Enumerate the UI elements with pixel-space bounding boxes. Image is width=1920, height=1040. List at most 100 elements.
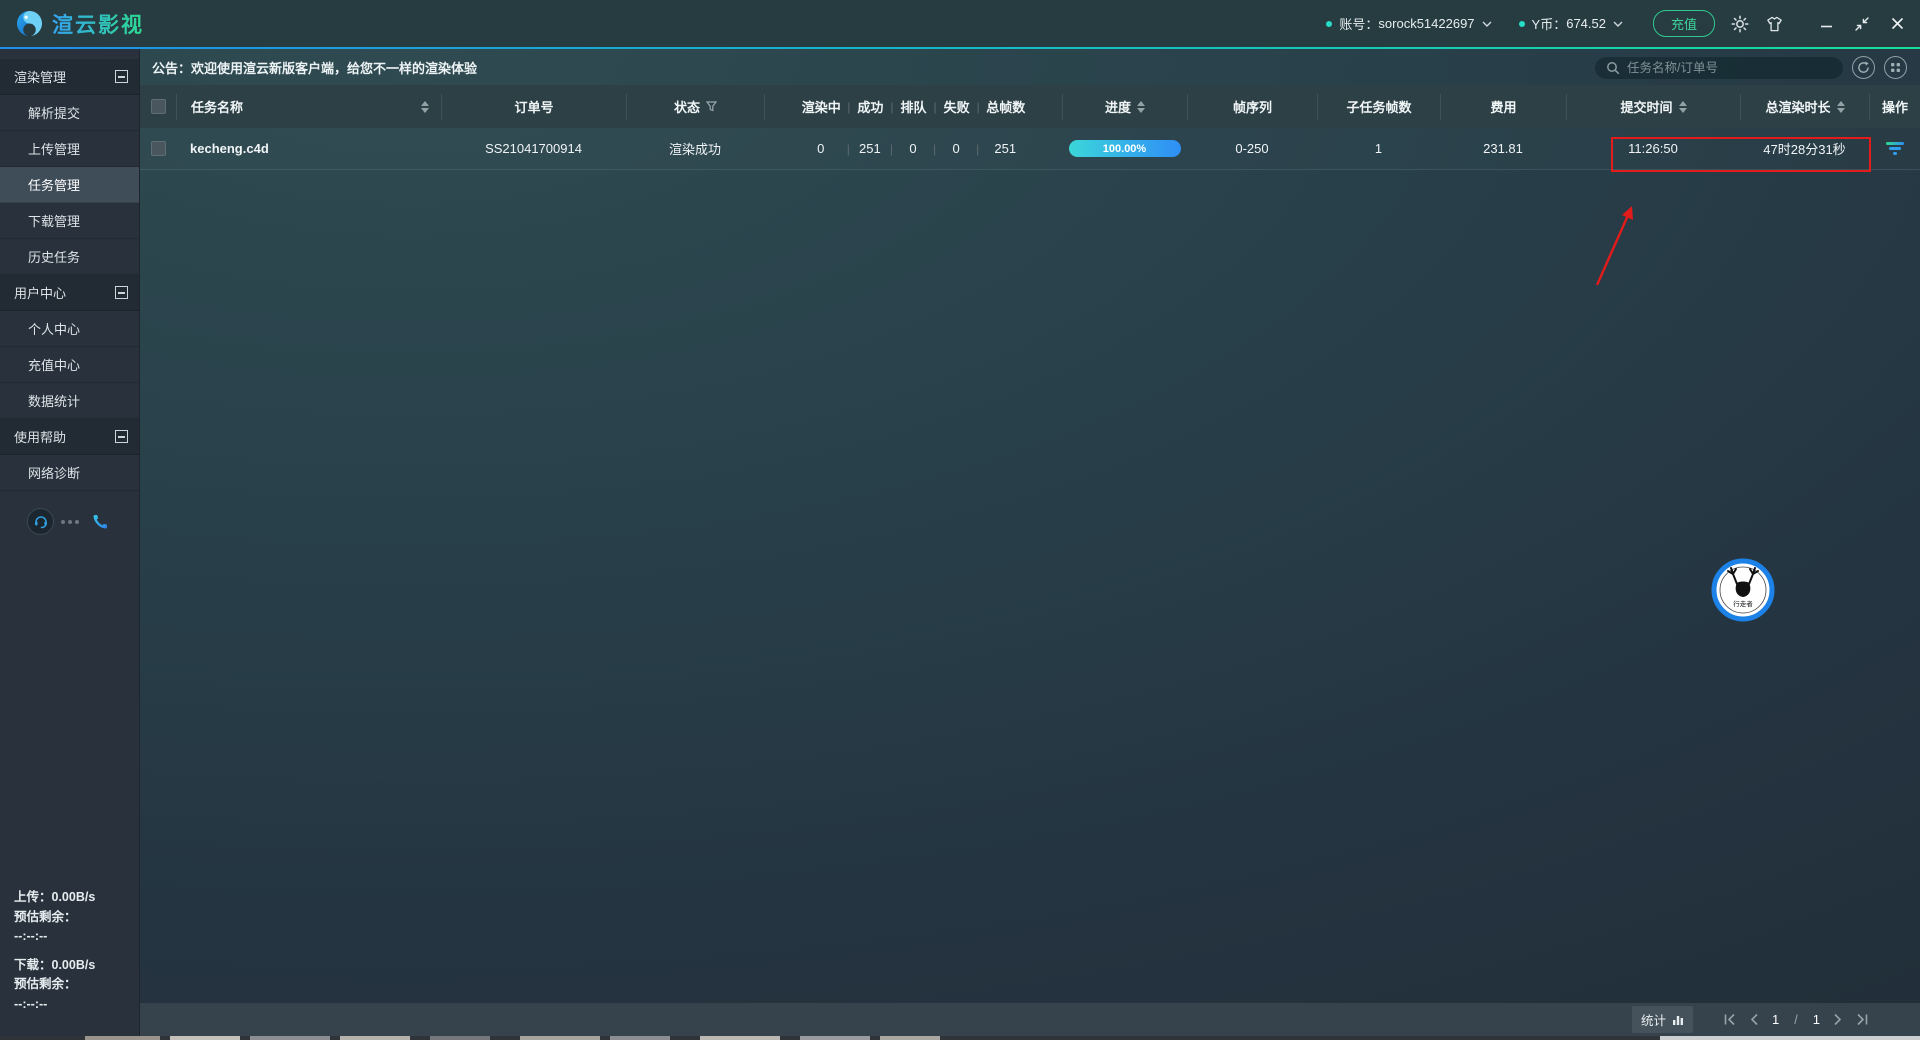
- table-row[interactable]: kecheng.c4d SS21041700914 渲染成功 0 | 251 | 0…: [140, 128, 1920, 170]
- header-status[interactable]: 状态: [626, 93, 764, 120]
- search-input[interactable]: [1627, 60, 1832, 75]
- header-frame-counts: 渲染中 | 成功 | 排队 | 失败 | 总帧数: [764, 93, 1062, 120]
- header-progress[interactable]: 进度: [1062, 93, 1187, 120]
- ycoin-status-dot: [1518, 20, 1525, 27]
- header-label: 渲染中: [801, 100, 841, 115]
- order-no: SS21041700914: [485, 141, 582, 156]
- header-order-no[interactable]: 订单号: [441, 93, 626, 120]
- account-label: 账号：: [1339, 17, 1379, 32]
- sidebar-item-data-stats[interactable]: 数据统计: [0, 383, 139, 419]
- chevron-down-icon: [1482, 21, 1492, 27]
- header-label: 总渲染时长: [1765, 100, 1831, 115]
- header-label: 进度: [1104, 100, 1131, 115]
- sort-icon[interactable]: [421, 100, 429, 113]
- collapse-icon[interactable]: [115, 286, 128, 299]
- gear-icon[interactable]: [1731, 14, 1749, 33]
- header-submit-time[interactable]: 提交时间: [1566, 93, 1740, 120]
- footer-bar: 统计 1 / 1: [140, 1003, 1920, 1036]
- stats-label: 统计: [1641, 1014, 1667, 1028]
- header-label: 费用: [1490, 100, 1517, 115]
- collapse-icon[interactable]: [115, 430, 128, 443]
- header-label: 失败: [943, 100, 970, 115]
- sidebar-item-download-manage[interactable]: 下载管理: [0, 203, 139, 239]
- sidebar-item-task-manage[interactable]: 任务管理: [0, 167, 139, 203]
- header-cost[interactable]: 费用: [1440, 93, 1566, 120]
- sidebar-item-label: 充值中心: [28, 358, 81, 373]
- more-dots-icon: [61, 519, 79, 524]
- sidebar-group-label: 渲染管理: [14, 70, 67, 85]
- app-logo: 渲云影视: [0, 9, 144, 39]
- sidebar-group-render[interactable]: 渲染管理: [0, 59, 139, 95]
- select-all-checkbox[interactable]: [150, 99, 166, 114]
- sort-icon[interactable]: [1678, 100, 1687, 113]
- header-label: 操作: [1881, 100, 1908, 115]
- count-total: 251: [994, 141, 1017, 156]
- sidebar-group-label: 用户中心: [14, 286, 67, 301]
- contact-row: [0, 508, 140, 535]
- sidebar-item-parse-submit[interactable]: 解析提交: [0, 95, 139, 131]
- filter-icon[interactable]: [706, 101, 717, 112]
- stats-button[interactable]: 统计: [1632, 1006, 1694, 1033]
- sidebar-group-help[interactable]: 使用帮助: [0, 419, 139, 455]
- sort-icon[interactable]: [1137, 100, 1145, 113]
- header-accent-line: [0, 47, 1920, 49]
- stats-chart-icon: [1673, 1015, 1684, 1025]
- sidebar-item-label: 任务管理: [28, 178, 81, 193]
- page-last-icon[interactable]: [1855, 1013, 1869, 1026]
- ycoin-menu[interactable]: Y币： 674.52: [1518, 14, 1623, 33]
- search-icon: [1607, 61, 1620, 74]
- sidebar-item-label: 上传管理: [28, 142, 81, 157]
- count-failed: 0: [952, 141, 960, 156]
- account-status-dot: [1326, 20, 1333, 27]
- sidebar-item-label: 个人中心: [28, 322, 81, 337]
- status-text: 渲染成功: [668, 142, 721, 157]
- row-checkbox[interactable]: [150, 141, 166, 156]
- page-current: 1: [1772, 1012, 1780, 1027]
- main-content: 公告：欢迎使用渲云新版客户端，给您不一样的渲染体验 任务名称: [140, 49, 1920, 1040]
- render-duration: 47时28分31秒: [1763, 142, 1846, 157]
- ycoin-label: Y币：: [1531, 17, 1567, 32]
- sidebar-item-label: 历史任务: [28, 250, 81, 265]
- deer-head: [1735, 581, 1751, 597]
- sidebar-item-upload-manage[interactable]: 上传管理: [0, 131, 139, 167]
- header-label: 订单号: [514, 100, 554, 115]
- page-next-icon[interactable]: [1833, 1013, 1842, 1026]
- sidebar-item-label: 数据统计: [28, 394, 81, 409]
- recharge-button[interactable]: 充值: [1652, 10, 1715, 37]
- grid-icon[interactable]: [1884, 56, 1907, 79]
- page-prev-icon[interactable]: [1750, 1013, 1759, 1026]
- header-task-name[interactable]: 任务名称: [176, 93, 441, 120]
- close-icon[interactable]: [1891, 17, 1904, 30]
- headset-icon[interactable]: [27, 508, 54, 535]
- restore-icon[interactable]: [1855, 16, 1869, 31]
- search-box[interactable]: [1595, 56, 1843, 79]
- shirt-icon[interactable]: [1765, 15, 1784, 33]
- header-render-duration[interactable]: 总渲染时长: [1740, 93, 1869, 120]
- cost-value: 231.81: [1483, 141, 1523, 156]
- download-remaining-label: 预估剩余：: [14, 977, 77, 991]
- page-first-icon[interactable]: [1723, 1013, 1737, 1026]
- sidebar-item-recharge-center[interactable]: 充值中心: [0, 347, 139, 383]
- frame-counts: 0 | 251 | 0 | 0 | 251: [764, 141, 1062, 156]
- announcement-text: 公告：欢迎使用渲云新版客户端，给您不一样的渲染体验: [152, 60, 478, 76]
- submit-time: 11:26:50: [1628, 141, 1678, 156]
- header-frame-range[interactable]: 帧序列: [1187, 93, 1317, 120]
- sidebar-item-label: 网络诊断: [28, 466, 81, 481]
- row-filter-lines-icon[interactable]: [1885, 141, 1905, 156]
- collapse-icon[interactable]: [115, 70, 128, 83]
- phone-icon[interactable]: [86, 508, 113, 535]
- sidebar-group-user[interactable]: 用户中心: [0, 275, 139, 311]
- sidebar-item-network-diagnose[interactable]: 网络诊断: [0, 455, 139, 491]
- sort-icon[interactable]: [1836, 100, 1845, 113]
- refresh-icon[interactable]: [1852, 56, 1875, 79]
- minimize-icon[interactable]: [1820, 17, 1833, 30]
- header-actions: 操作: [1869, 93, 1920, 120]
- sidebar-group-label: 使用帮助: [14, 430, 67, 445]
- sidebar-item-personal-center[interactable]: 个人中心: [0, 311, 139, 347]
- upload-remaining-time: --:--:--: [14, 929, 48, 943]
- taskbar-sliver: [0, 1036, 1920, 1040]
- sidebar-item-history-tasks[interactable]: 历史任务: [0, 239, 139, 275]
- header-label: 状态: [673, 100, 700, 115]
- header-subtask-frames[interactable]: 子任务帧数: [1317, 93, 1440, 120]
- account-menu[interactable]: 账号： sorock51422697: [1326, 14, 1492, 33]
